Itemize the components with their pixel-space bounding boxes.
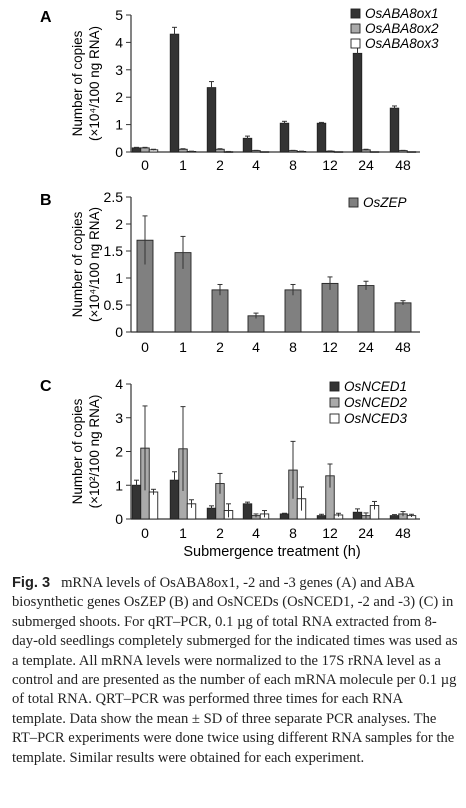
x-tick-label: 12	[322, 339, 338, 355]
y-tick-label: 2	[115, 444, 123, 460]
y-axis-label: Number of copies	[70, 398, 85, 504]
x-tick-label: 2	[216, 157, 224, 173]
bar	[259, 151, 270, 153]
bar	[333, 151, 344, 153]
y-axis-label: Number of copies	[70, 30, 85, 136]
x-tick-label: 4	[252, 157, 260, 173]
bar	[357, 285, 375, 333]
y-tick-label: 2	[115, 89, 123, 105]
y-tick-label: 1	[115, 477, 123, 493]
legend-swatch	[329, 397, 340, 408]
bar	[169, 33, 180, 153]
legend-swatch	[348, 197, 359, 208]
y-axis-label: Number of copies	[70, 211, 85, 317]
y-tick-label: 5	[115, 7, 123, 23]
bar	[406, 151, 417, 153]
bar	[284, 289, 302, 333]
caption-lead: Fig. 3	[12, 575, 51, 591]
legend-swatch	[329, 413, 340, 424]
y-tick-label: 1	[115, 270, 123, 286]
x-tick-label: 12	[322, 525, 338, 541]
legend-swatch	[329, 381, 340, 392]
bar	[321, 282, 339, 333]
x-tick-label: 1	[179, 339, 187, 355]
y-tick-label: 0	[115, 144, 123, 160]
bar	[279, 122, 290, 153]
y-axis-label: (×10⁴/100 ng RNA)	[87, 26, 102, 141]
y-tick-label: 0.5	[104, 297, 124, 313]
x-tick-label: 8	[289, 525, 297, 541]
x-tick-label: 12	[322, 157, 338, 173]
y-axis-label: (×10⁴/100 ng RNA)	[87, 207, 102, 322]
bar	[316, 122, 327, 153]
x-tick-label: 24	[358, 157, 374, 173]
x-tick-label: 2	[216, 525, 224, 541]
x-tick-label: 8	[289, 157, 297, 173]
y-tick-label: 2.5	[104, 189, 124, 205]
y-tick-label: 2	[115, 216, 123, 232]
legend-label: OsABA8ox3	[365, 36, 439, 51]
y-tick-label: 1.5	[104, 243, 124, 259]
x-tick-label: 4	[252, 525, 260, 541]
y-axis-label: (×10²/100 ng RNA)	[87, 395, 102, 509]
bar	[148, 491, 159, 520]
bar	[394, 302, 412, 333]
figure-caption: Fig. 3 mRNA levels of OsABA8ox1, -2 and …	[12, 574, 458, 768]
bar	[206, 87, 217, 153]
y-tick-label: 4	[115, 34, 123, 50]
x-tick-label: 48	[395, 525, 411, 541]
legend-label: OsNCED2	[344, 395, 408, 410]
y-tick-label: 0	[115, 324, 123, 340]
legend-swatch	[350, 8, 361, 19]
y-tick-label: 3	[115, 62, 123, 78]
caption-text: mRNA levels of OsABA8ox1, -2 and -3 gene…	[12, 575, 458, 766]
legend-swatch	[350, 23, 361, 34]
panel-label: A	[40, 9, 52, 26]
x-tick-label: 4	[252, 339, 260, 355]
x-tick-label: 0	[141, 157, 149, 173]
bar	[369, 151, 380, 153]
x-tick-label: 48	[395, 339, 411, 355]
x-tick-label: 8	[289, 339, 297, 355]
panel-label: C	[40, 378, 52, 395]
legend-label: OsABA8ox1	[365, 6, 439, 21]
x-tick-label: 24	[358, 525, 374, 541]
legend-swatch	[350, 38, 361, 49]
legend-label: OsNCED1	[344, 379, 407, 394]
x-tick-label: 0	[141, 525, 149, 541]
bar	[352, 52, 363, 153]
y-tick-label: 4	[115, 376, 123, 392]
bar	[211, 289, 229, 333]
bar	[140, 147, 150, 153]
y-tick-label: 3	[115, 410, 123, 426]
panel-label: B	[40, 192, 52, 209]
x-tick-label: 0	[141, 339, 149, 355]
bar	[389, 107, 400, 153]
y-tick-label: 1	[115, 117, 123, 133]
x-tick-label: 24	[358, 339, 374, 355]
legend-label: OsZEP	[363, 195, 407, 210]
y-tick-label: 0	[115, 511, 123, 527]
bar	[279, 513, 290, 520]
x-axis-label: Submergence treatment (h)	[183, 544, 360, 560]
chart-panel-b: B 0 0.5 1 1.5 2 2.5 Number of copies (×10⁴/100 n…	[40, 189, 420, 355]
legend-label: OsABA8ox2	[365, 21, 439, 36]
bar	[131, 147, 142, 153]
legend-label: OsNCED3	[344, 411, 408, 426]
figure-3: A 0 1 2 3 4 5 Number of copies (×10⁴/100 ng RNA)…	[40, 6, 439, 560]
x-tick-label: 1	[179, 157, 187, 173]
bar	[242, 503, 253, 520]
x-tick-label: 48	[395, 157, 411, 173]
x-tick-label: 2	[216, 339, 224, 355]
x-tick-label: 1	[179, 525, 187, 541]
